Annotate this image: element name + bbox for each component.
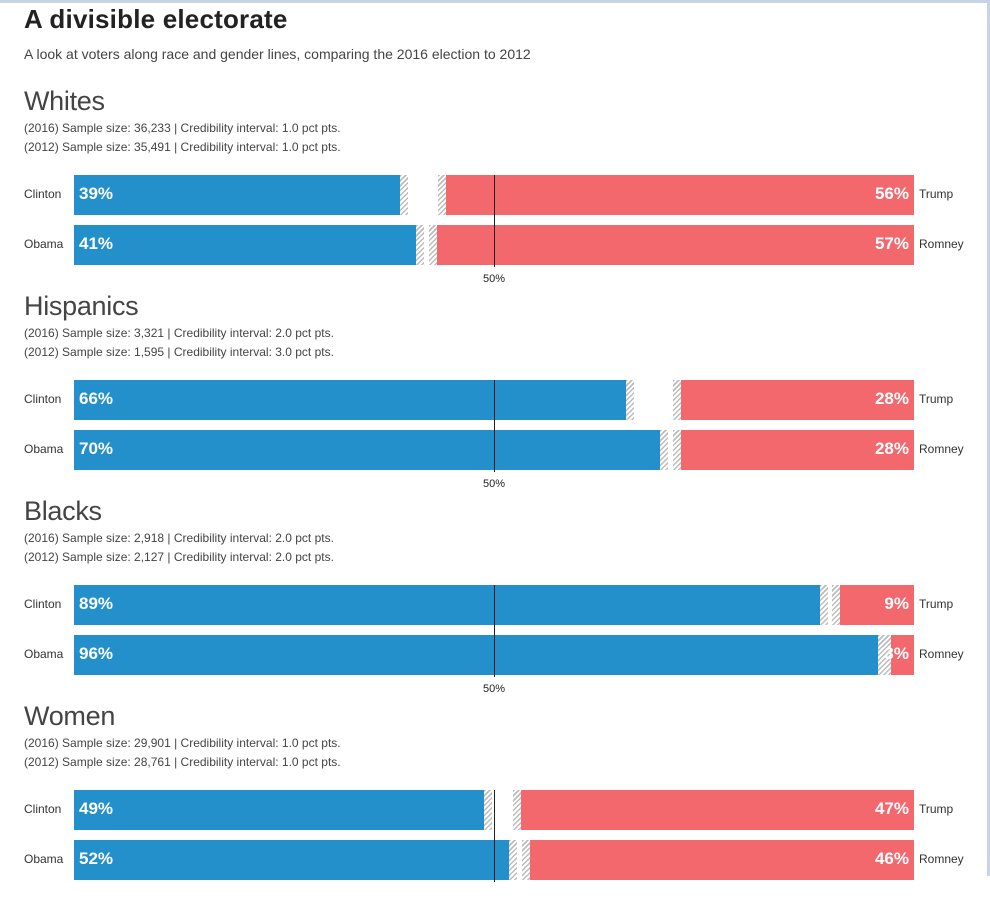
value-label-republican: 47% <box>874 799 909 818</box>
bar-democrat <box>74 585 822 625</box>
bar-democrat <box>74 790 486 830</box>
group-title: Blacks <box>24 496 102 526</box>
candidate-label-right: Trump <box>919 802 954 816</box>
credibility-hatch-democrat <box>819 585 828 625</box>
fifty-percent-line <box>494 790 495 882</box>
value-label-republican: 28% <box>874 439 909 458</box>
credibility-hatch-republican <box>513 790 522 830</box>
credibility-hatch-democrat <box>508 840 517 880</box>
candidate-label-right: Romney <box>919 852 964 866</box>
bar-republican <box>888 635 914 675</box>
bar-republican <box>443 175 914 215</box>
group-section: Blacks (2016) Sample size: 2,918 | Credib… <box>0 496 990 701</box>
candidate-label-right: Romney <box>919 442 964 456</box>
sample-size-2012: (2012) Sample size: 2,127 | Credibility … <box>24 550 334 564</box>
value-label-democrat: 96% <box>79 644 114 663</box>
candidate-label-right: Romney <box>919 647 964 661</box>
bar-republican <box>838 585 914 625</box>
group-section: Whites (2016) Sample size: 36,233 | Credi… <box>0 86 990 291</box>
sample-size-2012: (2012) Sample size: 28,761 | Credibility… <box>24 755 341 769</box>
value-label-democrat: 39% <box>79 184 114 203</box>
candidate-label-right: Trump <box>919 187 954 201</box>
credibility-hatch-republican <box>832 585 841 625</box>
credibility-hatch-republican <box>429 225 438 265</box>
group-title: Whites <box>24 86 105 116</box>
bar-republican <box>678 430 914 470</box>
credibility-hatch-republican <box>672 430 681 470</box>
candidate-label-left: Clinton <box>24 597 62 611</box>
sample-size-2012: (2012) Sample size: 35,491 | Credibility… <box>24 140 341 154</box>
candidate-label-left: Obama <box>24 852 64 866</box>
credibility-hatch-democrat <box>416 225 425 265</box>
value-label-republican: 46% <box>874 849 909 868</box>
value-label-republican: 9% <box>884 594 909 613</box>
candidate-label-right: Trump <box>919 392 954 406</box>
sample-size-2012: (2012) Sample size: 1,595 | Credibility … <box>24 345 334 359</box>
value-label-republican: 28% <box>874 389 909 408</box>
fifty-percent-label: 50% <box>482 683 506 695</box>
credibility-hatch-republican <box>521 840 530 880</box>
candidate-label-right: Romney <box>919 237 964 251</box>
credibility-hatch-republican <box>672 380 681 420</box>
bar-democrat <box>74 840 511 880</box>
candidate-label-left: Obama <box>24 442 64 456</box>
fifty-percent-label: 50% <box>482 478 506 490</box>
chart-subtitle: A look at voters along race and gender l… <box>24 46 531 62</box>
value-label-democrat: 89% <box>79 594 114 613</box>
bar-republican <box>519 790 914 830</box>
credibility-hatch-democrat <box>626 380 635 420</box>
credibility-hatch-republican <box>882 635 891 675</box>
value-label-republican: 3% <box>884 644 909 663</box>
bar-democrat <box>74 380 629 420</box>
candidate-label-right: Trump <box>919 597 954 611</box>
group-title: Women <box>24 701 116 731</box>
bar-democrat <box>74 225 419 265</box>
group-section: Women (2016) Sample size: 29,901 | Credib… <box>0 701 990 906</box>
sample-size-2016: (2016) Sample size: 29,901 | Credibility… <box>24 736 341 750</box>
chart-title: A divisible electorate <box>24 4 288 34</box>
bar-republican <box>527 840 914 880</box>
value-label-democrat: 66% <box>79 389 114 408</box>
credibility-hatch-democrat <box>483 790 492 830</box>
value-label-democrat: 49% <box>79 799 114 818</box>
bar-democrat <box>74 175 402 215</box>
bar-democrat <box>74 635 881 675</box>
fifty-percent-label: 50% <box>482 273 506 285</box>
sample-size-2016: (2016) Sample size: 36,233 | Credibility… <box>24 121 341 135</box>
value-label-republican: 56% <box>874 184 909 203</box>
credibility-hatch-democrat <box>878 635 887 675</box>
credibility-hatch-democrat <box>660 430 668 470</box>
group-section: Hispanics (2016) Sample size: 3,321 | Cre… <box>0 291 990 496</box>
candidate-label-left: Obama <box>24 647 64 661</box>
value-label-democrat: 70% <box>79 439 114 458</box>
candidate-label-left: Clinton <box>24 802 62 816</box>
candidate-label-left: Obama <box>24 237 64 251</box>
bar-republican <box>435 225 914 265</box>
credibility-hatch-republican <box>437 175 446 215</box>
group-title: Hispanics <box>24 291 139 321</box>
bar-republican <box>678 380 914 420</box>
sample-size-2016: (2016) Sample size: 2,918 | Credibility … <box>24 531 334 545</box>
fifty-percent-line <box>494 585 495 677</box>
fifty-percent-line <box>494 175 495 267</box>
window-right-border <box>987 0 990 876</box>
value-label-democrat: 41% <box>79 234 114 253</box>
value-label-republican: 57% <box>874 234 909 253</box>
bar-democrat <box>74 430 662 470</box>
window-top-border <box>0 0 990 3</box>
sample-size-2016: (2016) Sample size: 3,321 | Credibility … <box>24 326 334 340</box>
fifty-percent-line <box>494 380 495 472</box>
value-label-democrat: 52% <box>79 849 114 868</box>
candidate-label-left: Clinton <box>24 392 62 406</box>
candidate-label-left: Clinton <box>24 187 62 201</box>
credibility-hatch-democrat <box>399 175 408 215</box>
